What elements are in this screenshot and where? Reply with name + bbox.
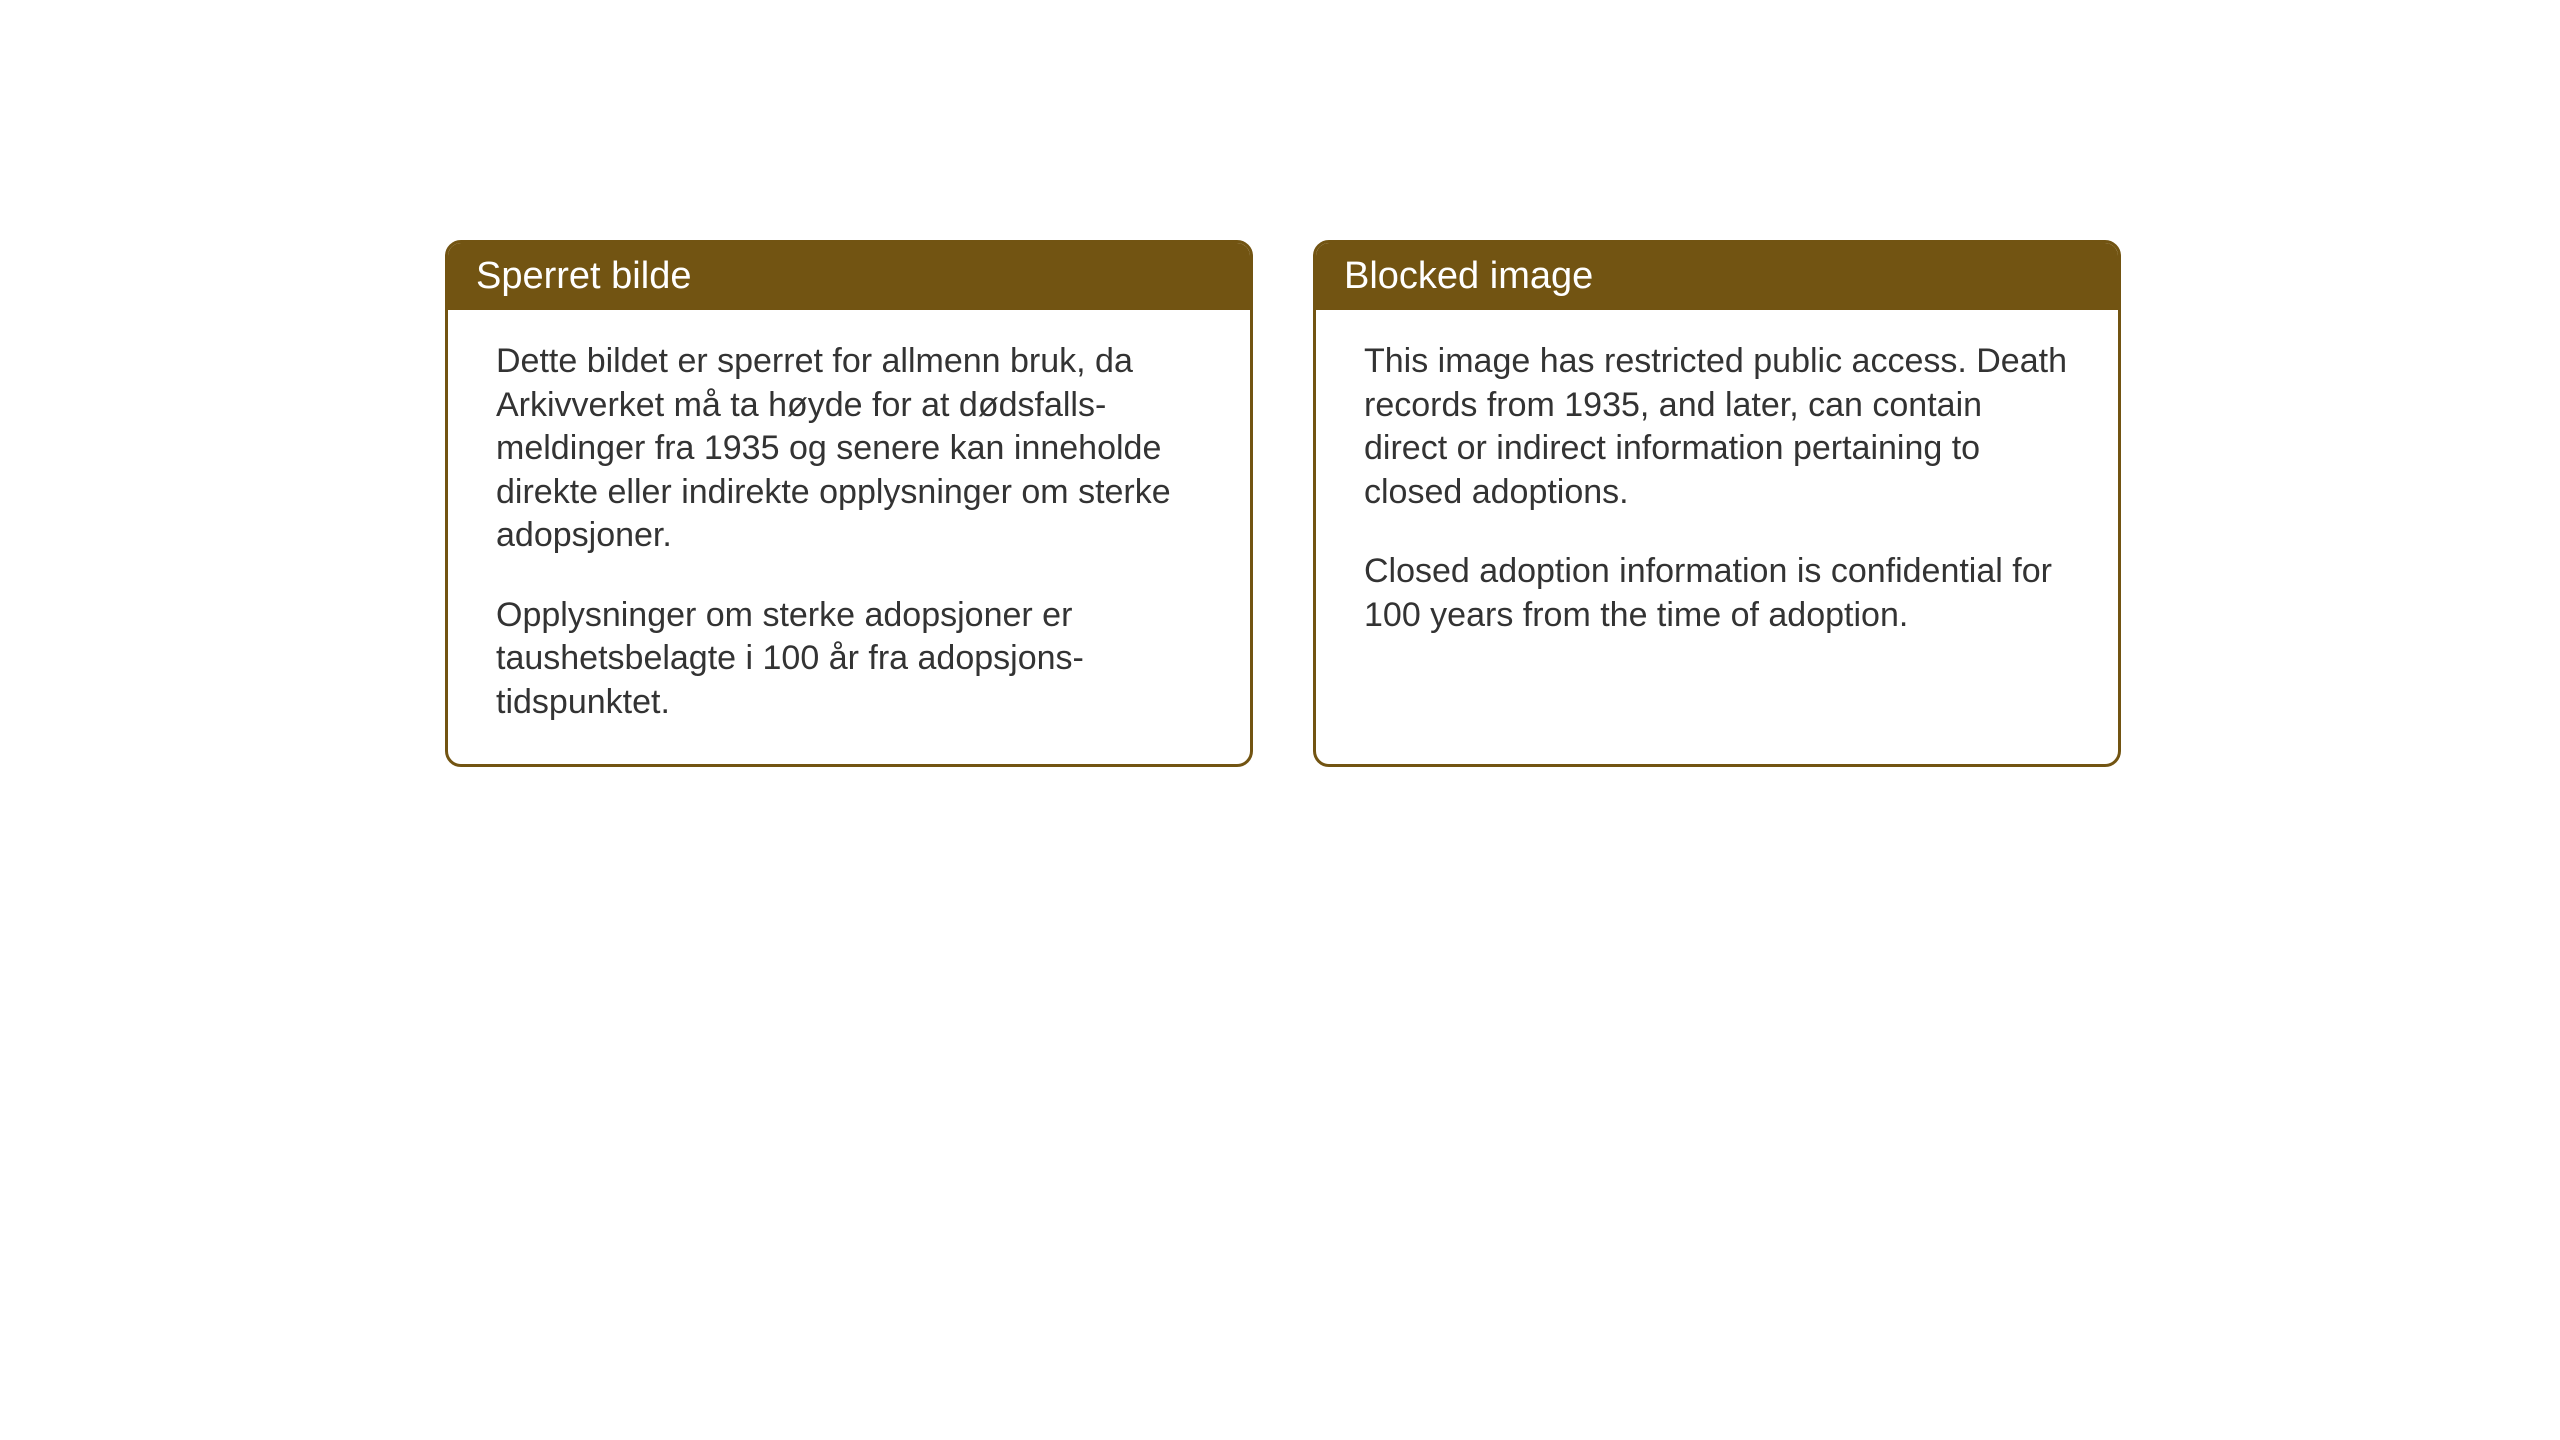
notice-body-english: This image has restricted public access.…: [1316, 310, 2118, 677]
notice-header-english: Blocked image: [1316, 243, 2118, 310]
notice-container: Sperret bilde Dette bildet er sperret fo…: [445, 240, 2121, 767]
notice-box-english: Blocked image This image has restricted …: [1313, 240, 2121, 767]
notice-header-norwegian: Sperret bilde: [448, 243, 1250, 310]
notice-paragraph-1-norwegian: Dette bildet er sperret for allmenn bruk…: [496, 340, 1202, 558]
notice-paragraph-2-norwegian: Opplysninger om sterke adopsjoner er tau…: [496, 594, 1202, 725]
notice-box-norwegian: Sperret bilde Dette bildet er sperret fo…: [445, 240, 1253, 767]
notice-body-norwegian: Dette bildet er sperret for allmenn bruk…: [448, 310, 1250, 764]
notice-title-norwegian: Sperret bilde: [476, 255, 691, 297]
notice-paragraph-2-english: Closed adoption information is confident…: [1364, 550, 2070, 637]
notice-title-english: Blocked image: [1344, 255, 1593, 297]
notice-paragraph-1-english: This image has restricted public access.…: [1364, 340, 2070, 514]
